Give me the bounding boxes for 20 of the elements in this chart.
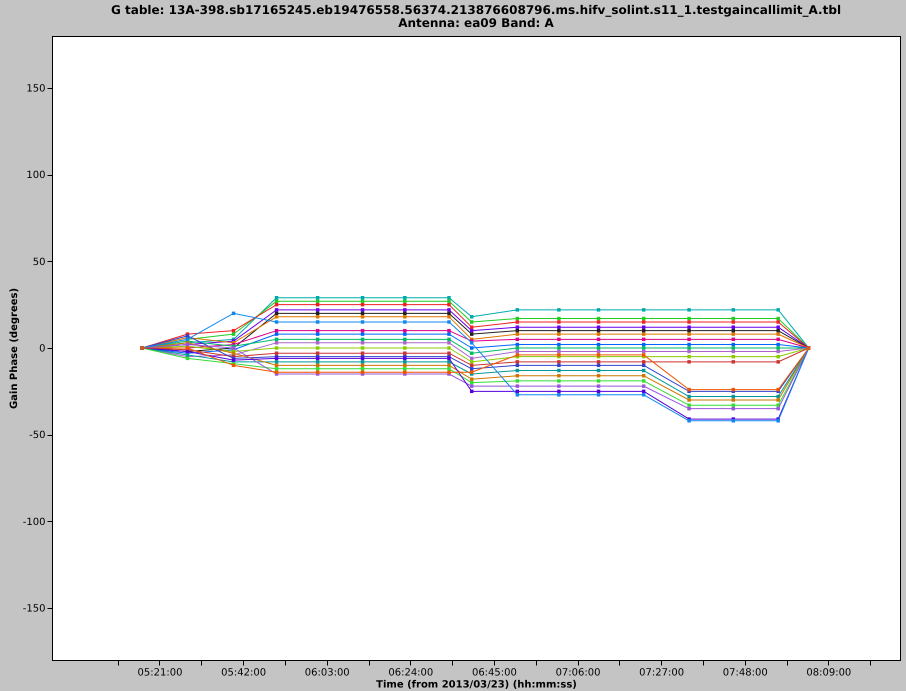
x-tick-label: 05:42:00 [221, 668, 266, 678]
x-tick-label: 05:21:00 [138, 668, 182, 678]
y-tick-label: 0 [39, 344, 46, 354]
chart-subtitle: Antenna: ea09 Band: A [398, 16, 555, 30]
x-tick-label: 07:27:00 [639, 668, 684, 678]
x-tick-label: 07:06:00 [556, 668, 600, 678]
x-axis-title: Time (from 2013/03/23) (hh:mm:ss) [376, 680, 577, 690]
y-tick-label: 50 [32, 256, 46, 268]
x-tick-label: 06:24:00 [388, 668, 434, 678]
x-tick-label: 06:45:00 [472, 668, 517, 678]
y-tick-label: -100 [22, 516, 46, 528]
x-tick-label: 08:09:00 [806, 668, 852, 678]
y-tick-label: -50 [29, 430, 46, 442]
y-tick-label: -150 [22, 604, 46, 614]
y-axis-title: Gain Phase (degrees) [8, 288, 20, 410]
x-tick-label: 07:48:00 [722, 668, 768, 678]
y-tick-label: 150 [26, 84, 46, 94]
y-tick-label: 100 [26, 170, 46, 182]
chart-title: G table: 13A-398.sb17165245.eb19476558.56374.213876608796.ms.hifv_solint.s11_1.testgaincallimit_A.tbl [110, 3, 842, 17]
x-tick-label: 06:03:00 [304, 668, 350, 678]
